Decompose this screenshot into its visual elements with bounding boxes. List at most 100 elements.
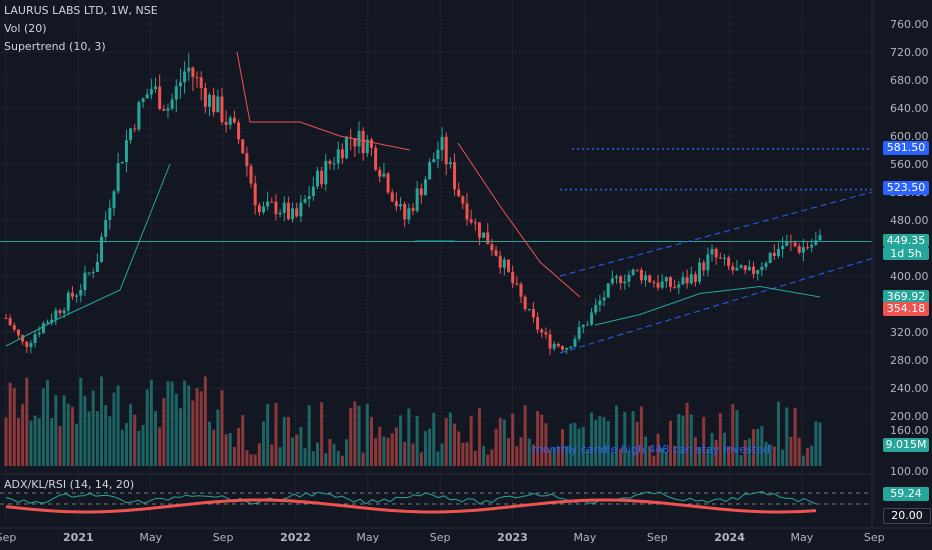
candle-body bbox=[507, 259, 511, 272]
candle-body bbox=[112, 191, 116, 208]
candle-body bbox=[124, 140, 128, 162]
volume-bar bbox=[465, 442, 469, 466]
candle-body bbox=[291, 208, 295, 220]
candle-body bbox=[303, 199, 307, 203]
volume-bar bbox=[594, 419, 598, 466]
candle-body bbox=[494, 250, 498, 256]
candle-body bbox=[739, 265, 743, 268]
candle-body bbox=[328, 161, 332, 164]
y-tick-label: 200.00 bbox=[890, 410, 929, 423]
candle-body bbox=[324, 161, 328, 185]
volume-bar bbox=[357, 405, 361, 466]
volume-bar bbox=[436, 451, 440, 466]
volume-bar bbox=[511, 413, 515, 466]
volume-bar bbox=[187, 385, 191, 466]
candle-body bbox=[411, 208, 415, 211]
candle-body bbox=[698, 262, 702, 282]
volume-bar bbox=[743, 439, 747, 466]
volume-bar bbox=[212, 429, 216, 466]
volume-bar bbox=[374, 438, 378, 466]
volume-bar bbox=[702, 417, 706, 466]
supertrend-tag: 369.92 bbox=[883, 290, 929, 304]
candle-body bbox=[237, 122, 241, 140]
volume-bar bbox=[91, 390, 95, 466]
candle-body bbox=[270, 201, 274, 203]
candle-body bbox=[428, 162, 432, 180]
volume-bar bbox=[382, 436, 386, 466]
volume-bar bbox=[108, 416, 112, 466]
x-tick-label: May bbox=[356, 531, 379, 544]
candle-body bbox=[781, 245, 785, 250]
candle-body bbox=[95, 261, 99, 272]
candle-body bbox=[527, 309, 531, 311]
volume-bar bbox=[336, 450, 340, 466]
candle-body bbox=[693, 274, 697, 282]
volume-bar bbox=[486, 454, 490, 466]
volume-bar bbox=[789, 436, 793, 466]
candle-body bbox=[33, 334, 37, 344]
volume-bar bbox=[4, 417, 8, 466]
candle-body bbox=[369, 139, 373, 148]
oscillator-legend: ADX/KL/RSI (14, 14, 20) bbox=[4, 478, 135, 491]
x-tick-label: May bbox=[573, 531, 596, 544]
candle-body bbox=[149, 89, 153, 95]
candle-body bbox=[178, 82, 182, 87]
volume-bar bbox=[390, 433, 394, 466]
volume-bar bbox=[320, 402, 324, 466]
candle-body bbox=[203, 88, 207, 107]
candle-body bbox=[191, 67, 195, 78]
volume-bar bbox=[797, 437, 801, 466]
candle-body bbox=[158, 86, 162, 110]
y-tick-label: 640.00 bbox=[890, 102, 929, 115]
volume-bar bbox=[502, 419, 506, 466]
adx-line bbox=[5, 498, 817, 514]
volume-bar bbox=[519, 437, 523, 466]
candle-body bbox=[415, 188, 419, 211]
volume-bar bbox=[149, 379, 153, 466]
candle-body bbox=[21, 335, 25, 342]
supertrend-line bbox=[5, 163, 171, 347]
candle-body bbox=[448, 162, 452, 165]
volume-bar bbox=[619, 448, 623, 466]
volume-bar bbox=[407, 408, 411, 466]
volume-bar bbox=[615, 405, 618, 466]
volume-bar bbox=[299, 427, 303, 466]
volume-bar bbox=[457, 431, 461, 466]
volume-bar bbox=[245, 450, 249, 466]
volume-bar bbox=[693, 437, 697, 466]
volume-bar bbox=[818, 422, 822, 466]
candle-body bbox=[187, 67, 191, 72]
candle-body bbox=[199, 77, 203, 89]
candle-body bbox=[585, 324, 589, 326]
candle-body bbox=[340, 149, 344, 159]
candle-body bbox=[141, 98, 145, 103]
volume-bar bbox=[772, 446, 776, 466]
volume-bar bbox=[249, 454, 253, 466]
y-tick-label: 240.00 bbox=[890, 382, 929, 395]
volume-bar bbox=[257, 443, 261, 466]
volume-bar bbox=[747, 438, 751, 466]
rsi-tag: 59.24 bbox=[883, 487, 929, 501]
supertrend-legend: Supertrend (10, 3) bbox=[4, 40, 106, 53]
volume-bar bbox=[303, 448, 307, 466]
candle-body bbox=[29, 343, 33, 348]
volume-bar bbox=[340, 455, 344, 466]
volume-bar bbox=[461, 442, 465, 466]
candle-body bbox=[681, 277, 685, 285]
candle-body bbox=[465, 203, 469, 220]
candle-body bbox=[208, 94, 211, 107]
volume-bar bbox=[515, 446, 519, 466]
y-tick-label: 760.00 bbox=[890, 18, 929, 31]
volume-bar bbox=[266, 403, 270, 466]
candle-body bbox=[100, 236, 104, 262]
candle-body bbox=[648, 275, 652, 283]
candle-body bbox=[212, 94, 216, 113]
volume-bar bbox=[170, 381, 174, 466]
candle-body bbox=[307, 196, 311, 200]
volume-bar bbox=[423, 431, 427, 466]
candle-body bbox=[722, 257, 726, 259]
candle-body bbox=[573, 338, 577, 347]
candle-body bbox=[108, 207, 112, 221]
volume-bar bbox=[806, 447, 810, 466]
